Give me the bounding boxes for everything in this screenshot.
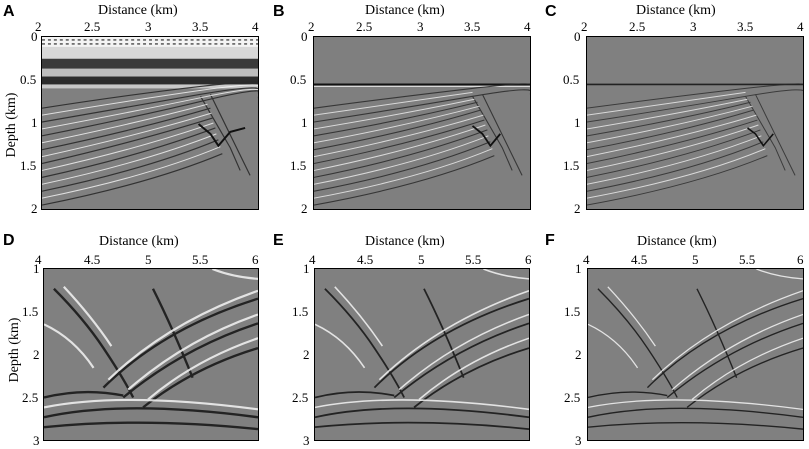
- x-axis-title: Distance (km): [637, 234, 717, 249]
- y-tick-label: 3: [33, 433, 40, 448]
- y-tick-label: 2.5: [22, 390, 39, 405]
- x-axis-title: Distance (km): [636, 3, 716, 18]
- y-axis-title: Depth (km): [7, 317, 22, 383]
- x-tick-label: 6: [797, 252, 804, 267]
- seismic-reflectors: [588, 269, 803, 440]
- panel-label: B: [273, 3, 285, 20]
- y-tick-label: 2: [31, 201, 38, 216]
- y-tick-label: 0.5: [563, 72, 580, 87]
- y-axis-title: Depth (km): [4, 92, 19, 158]
- seismic-image: [313, 36, 531, 210]
- x-tick-label: 3: [417, 19, 424, 34]
- y-tick-label: 1: [33, 261, 40, 276]
- x-tick-label: 5.5: [465, 252, 482, 267]
- y-tick-label: 0: [574, 29, 581, 44]
- seismic-image: [43, 268, 259, 441]
- panel-label: C: [545, 3, 557, 20]
- y-tick-label: 2.5: [292, 390, 309, 405]
- x-tick-label: 4: [252, 19, 259, 34]
- y-tick-label: 2: [33, 347, 40, 362]
- y-tick-label: 1.5: [20, 158, 37, 173]
- seismic-reflectors: [42, 37, 258, 209]
- x-tick-label: 4.5: [631, 252, 648, 267]
- panel-label: D: [3, 232, 15, 249]
- seismic-reflectors: [44, 269, 258, 440]
- x-tick-label: 4.5: [357, 252, 374, 267]
- x-tick-label: 4: [35, 252, 42, 267]
- seismic-reflectors: [314, 37, 530, 209]
- y-tick-label: 1: [31, 115, 38, 130]
- x-tick-label: 2.5: [84, 19, 101, 34]
- x-tick-label: 2: [308, 19, 315, 34]
- x-tick-label: 3.5: [464, 19, 481, 34]
- y-tick-label: 3: [575, 433, 582, 448]
- y-tick-label: 2: [301, 201, 308, 216]
- y-tick-label: 2: [303, 347, 310, 362]
- y-tick-label: 3: [303, 433, 310, 448]
- x-tick-label: 3.5: [737, 19, 754, 34]
- y-tick-label: 0: [31, 29, 38, 44]
- y-tick-label: 0.5: [290, 72, 307, 87]
- x-tick-label: 3: [690, 19, 697, 34]
- y-tick-label: 1.5: [564, 304, 581, 319]
- panel-label: E: [273, 232, 284, 249]
- x-tick-label: 6: [252, 252, 259, 267]
- x-axis-title: Distance (km): [365, 234, 445, 249]
- y-tick-label: 1.5: [292, 304, 309, 319]
- x-tick-label: 4: [797, 19, 804, 34]
- x-tick-label: 3: [145, 19, 152, 34]
- x-tick-label: 5.5: [739, 252, 756, 267]
- y-tick-label: 1.5: [563, 158, 580, 173]
- x-tick-label: 3.5: [192, 19, 209, 34]
- x-tick-label: 2.5: [356, 19, 373, 34]
- x-tick-label: 4: [309, 252, 316, 267]
- x-tick-label: 2.5: [629, 19, 646, 34]
- y-tick-label: 1.5: [290, 158, 307, 173]
- x-tick-label: 4: [583, 252, 590, 267]
- x-tick-label: 2: [35, 19, 42, 34]
- panel-label: F: [545, 232, 555, 249]
- x-tick-label: 2: [581, 19, 588, 34]
- seismic-image: [41, 36, 259, 210]
- x-tick-label: 4: [524, 19, 531, 34]
- y-tick-label: 1.5: [22, 304, 39, 319]
- seismic-image: [586, 36, 804, 210]
- y-tick-label: 2.5: [564, 390, 581, 405]
- seismic-reflectors: [587, 37, 803, 209]
- x-tick-label: 5.5: [192, 252, 209, 267]
- y-tick-label: 1: [303, 261, 310, 276]
- panel-label: A: [3, 3, 15, 20]
- seismic-image: [587, 268, 804, 441]
- x-axis-title: Distance (km): [99, 234, 179, 249]
- x-tick-label: 5: [418, 252, 425, 267]
- x-axis-title: Distance (km): [365, 3, 445, 18]
- y-tick-label: 1: [574, 115, 581, 130]
- seismic-image: [314, 268, 530, 441]
- y-tick-label: 0.5: [20, 72, 37, 87]
- y-tick-label: 1: [575, 261, 582, 276]
- x-tick-label: 5: [692, 252, 699, 267]
- x-tick-label: 5: [145, 252, 152, 267]
- x-axis-title: Distance (km): [98, 3, 178, 18]
- y-tick-label: 1: [301, 115, 308, 130]
- x-tick-label: 6: [525, 252, 532, 267]
- y-tick-label: 2: [575, 347, 582, 362]
- seismic-reflectors: [315, 269, 529, 440]
- y-tick-label: 2: [574, 201, 581, 216]
- y-tick-label: 0: [301, 29, 308, 44]
- x-tick-label: 4.5: [84, 252, 101, 267]
